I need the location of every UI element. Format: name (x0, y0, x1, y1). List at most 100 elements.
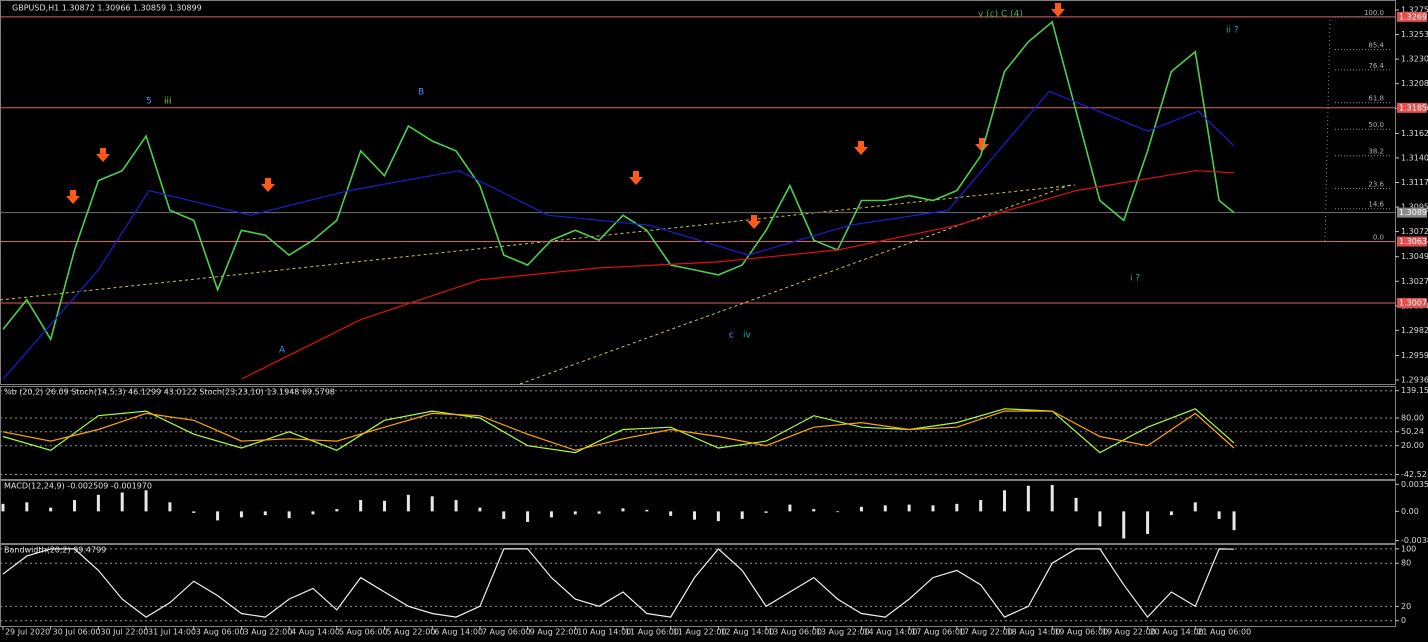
histogram-bar (597, 511, 601, 514)
x-tick-label: 20 Aug 14:00 (1150, 628, 1204, 637)
series-line (2, 20, 1235, 342)
y-tick-label: 0.00 (1401, 507, 1419, 516)
y-tick-label: 1.30270 (1401, 277, 1428, 286)
y-tick-label: 1.32080 (1401, 79, 1428, 88)
histogram-bar (836, 511, 840, 513)
level-label: 1.32692 (1399, 12, 1428, 21)
y-tick-label: -42.52 (1401, 470, 1427, 479)
x-tick-label: 18 Aug 14:00 (1007, 628, 1061, 637)
wave-label: A (279, 346, 286, 356)
x-tick-label: 5 Aug 22:00 (387, 628, 436, 637)
arrow (747, 215, 761, 229)
histogram-bar (645, 509, 649, 512)
x-tick-label: 17 Aug 22:00 (959, 628, 1013, 637)
histogram-bar (192, 511, 196, 513)
y-tick-label: 1.30950 (1401, 203, 1428, 212)
fib-label: 14.6 (1368, 201, 1384, 209)
histogram-bar (1, 503, 5, 512)
histogram-bar (764, 511, 768, 513)
wave-label: ii ? (1226, 26, 1239, 36)
histogram-bar (1232, 511, 1236, 531)
histogram-bar (979, 500, 983, 512)
histogram-bar (526, 511, 530, 522)
histogram-bar (788, 504, 792, 512)
series-line (2, 548, 1235, 619)
histogram-bar (716, 511, 720, 522)
y-tick-label: 80.00 (1401, 414, 1424, 423)
histogram-bar (478, 507, 482, 512)
x-tick-label: 11 Aug 22:00 (673, 628, 727, 637)
y-tick-label: 1.31175 (1401, 178, 1428, 187)
wave-label: v (c) C (4) (978, 10, 1023, 20)
histogram-bar (1050, 485, 1054, 512)
histogram-bar (168, 502, 172, 512)
level-box (1397, 102, 1427, 113)
histogram-bar (216, 511, 220, 521)
x-tick-label: 12 Aug 14:00 (720, 628, 774, 637)
x-tick-label: 3 Aug 22:00 (243, 628, 292, 637)
y-tick-label: 1.30725 (1401, 227, 1428, 236)
histogram-bar (25, 502, 29, 512)
trend-line (519, 184, 1071, 385)
x-tick-label: 10 Aug 14:00 (577, 628, 631, 637)
panel-header: Bandwidth(20,2) 99.4799 (4, 546, 106, 555)
y-tick-label: 80 (1401, 559, 1411, 568)
y-tick-label: 1.31400 (1401, 153, 1428, 162)
histogram-bar (931, 505, 935, 512)
wave-label: iii (164, 97, 172, 107)
frames (0, 0, 1396, 627)
series-line (241, 170, 1235, 380)
pb-panel (0, 386, 1396, 480)
y-tick-label: 0 (1401, 616, 1406, 625)
histogram-bar (96, 494, 100, 512)
fib-label: 76.4 (1368, 62, 1384, 70)
histogram-bar (359, 500, 363, 512)
main-panel (0, 0, 1396, 385)
x-tick-label: 30 Jul 06:00 (53, 628, 101, 637)
fib-label: 100.0 (1364, 9, 1384, 17)
histogram-bar (263, 511, 267, 516)
y-tick-label: 1.31625 (1401, 129, 1428, 138)
arrow (1051, 3, 1065, 17)
x-tick-label: 4 Aug 14:00 (291, 628, 340, 637)
x-tick-label: 13 Aug 22:00 (816, 628, 870, 637)
histogram-bar (1003, 490, 1007, 512)
trend-line (0, 184, 1076, 301)
y-tick-label: 1.29590 (1401, 351, 1428, 360)
series-line (2, 410, 1235, 451)
y-tick-label: 20.00 (1401, 441, 1424, 450)
fib-label: 23.6 (1368, 181, 1384, 189)
histogram-bar (430, 496, 434, 512)
histogram-bar (1146, 511, 1150, 534)
histogram-bar (1169, 511, 1173, 516)
x-tick-label: 29 Jul 2020 (5, 628, 50, 637)
x-tick-label: 9 Aug 22:00 (530, 628, 579, 637)
x-tick-label: 11 Aug 06:00 (625, 628, 679, 637)
macd-panel (0, 480, 1396, 544)
bandwidth-panel (0, 544, 1396, 627)
y-tick-label: 1.30495 (1401, 252, 1428, 261)
y-tick-label: 1.32305 (1401, 55, 1428, 64)
y-tick-label: -0.003883 (1401, 536, 1428, 545)
x-tick-label: 14 Aug 14:00 (863, 628, 917, 637)
wave-label: 5 (146, 97, 152, 107)
x-tick-label: 31 Jul 14:00 (148, 628, 196, 637)
histogram-bar (1098, 511, 1102, 527)
x-tick-label: 21 Aug 06:00 (1197, 628, 1251, 637)
level-box (1397, 11, 1427, 22)
x-tick-label: 6 Aug 14:00 (434, 628, 483, 637)
histogram-bar (1217, 511, 1221, 519)
arrows (66, 3, 1065, 229)
histogram-bar (1026, 485, 1030, 512)
fib-label: 38.2 (1368, 148, 1384, 156)
y-tick-label: 1.29820 (1401, 326, 1428, 335)
y-tick-label: 1.32530 (1401, 30, 1428, 39)
panel-header: GBPUSD,H1 1.30872 1.30966 1.30859 1.3089… (12, 4, 202, 13)
wave-label: c (729, 331, 734, 341)
histogram-bar (883, 505, 887, 512)
histogram-bar (693, 511, 697, 520)
level-label: 1.30634 (1399, 237, 1428, 246)
fib-label: 50.0 (1368, 121, 1384, 129)
